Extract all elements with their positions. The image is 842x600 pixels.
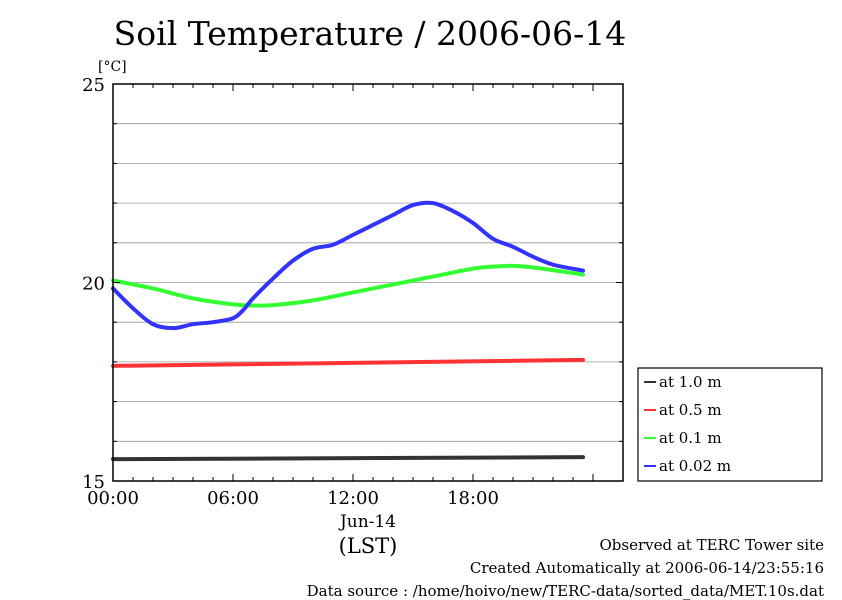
series-lines (111, 200, 585, 462)
legend-label: at 0.1 m (659, 429, 722, 447)
legend-label: at 0.02 m (659, 457, 731, 475)
x-tick-label: 06:00 (207, 488, 259, 509)
y-tick-label: 15 (82, 472, 105, 493)
series-line-at-0-5-m (111, 357, 585, 368)
x-tick-label: 18:00 (447, 488, 499, 509)
date-label: Jun-14 (338, 512, 396, 532)
series-line-at-1-0-m (111, 455, 585, 462)
footer-observed: Observed at TERC Tower site (599, 536, 824, 554)
page-title: Soil Temperature / 2006-06-14 (113, 14, 627, 53)
x-tick-label: 00:00 (87, 488, 139, 509)
legend-label: at 1.0 m (659, 373, 722, 391)
series-line-at-0-1-m (111, 263, 585, 308)
footer-created: Created Automatically at 2006-06-14/23:5… (469, 559, 824, 577)
grid-lines (113, 123, 623, 442)
legend-label: at 0.5 m (659, 401, 722, 419)
y-tick-label: 25 (82, 75, 105, 96)
y-axis-label: [°C] (98, 59, 127, 75)
x-axis-label: (LST) (339, 534, 398, 558)
axis-ticks: 15 20 25 00:00 06:00 12:00 18:00 (82, 75, 623, 509)
series-line-at-0-02-m (111, 200, 585, 331)
legend: at 1.0 m at 0.5 m at 0.1 m at 0.02 m (637, 367, 823, 482)
legend-box (637, 367, 823, 482)
y-tick-label: 20 (82, 274, 105, 295)
x-tick-label: 12:00 (327, 488, 379, 509)
footer-source: Data source : /home/hoivo/new/TERC-data/… (306, 582, 824, 600)
